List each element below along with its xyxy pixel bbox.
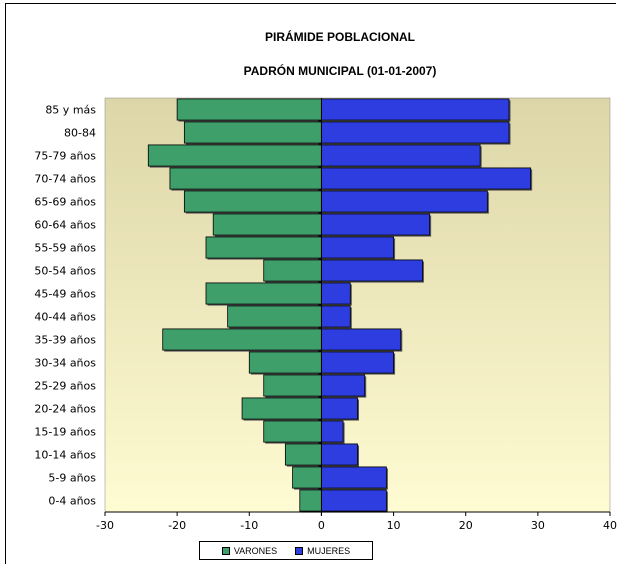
bar-mujeres-2 <box>321 144 481 167</box>
bar-mujeres-13 <box>321 397 358 420</box>
x-tick-label-5: 20 <box>459 519 473 532</box>
category-label-2: 75-79 años <box>34 150 96 163</box>
bar-mujeres-4 <box>321 190 488 213</box>
bar-varones-16 <box>292 466 322 489</box>
bar-varones-11 <box>248 351 322 374</box>
category-label-11: 30-34 años <box>34 357 96 370</box>
bar-varones-15 <box>284 443 322 466</box>
bar-varones-8 <box>205 282 322 305</box>
bar-mujeres-10 <box>321 328 402 351</box>
bar-mujeres-12 <box>321 374 366 397</box>
bar-varones-0 <box>176 98 322 121</box>
category-label-12: 25-29 años <box>34 380 96 393</box>
legend-label-varones: VARONES <box>233 545 278 556</box>
x-tick-label-0: -30 <box>96 519 114 532</box>
category-label-6: 55-59 años <box>34 242 96 255</box>
legend: VARONES MUJERES <box>199 541 373 560</box>
legend-swatch-mujeres <box>295 546 304 555</box>
bar-varones-12 <box>263 374 322 397</box>
bar-mujeres-3 <box>321 167 532 190</box>
bar-mujeres-11 <box>321 351 394 374</box>
bar-varones-2 <box>147 144 322 167</box>
category-label-9: 40-44 años <box>34 311 96 324</box>
legend-label-mujeres: MUJERES <box>307 545 351 556</box>
bar-mujeres-8 <box>321 282 351 305</box>
chart-frame <box>5 3 616 564</box>
category-label-1: 80-84 <box>64 127 96 140</box>
bar-mujeres-17 <box>321 489 387 512</box>
bar-varones-9 <box>227 305 322 328</box>
category-label-5: 60-64 años <box>34 219 96 232</box>
x-tick-label-7: 40 <box>603 519 617 532</box>
bar-varones-13 <box>241 397 322 420</box>
category-label-14: 15-19 años <box>34 426 96 439</box>
category-label-16: 5-9 años <box>48 472 96 485</box>
legend-item-mujeres: MUJERES <box>295 546 350 556</box>
bar-varones-6 <box>205 236 322 259</box>
bar-mujeres-16 <box>321 466 387 489</box>
bar-mujeres-0 <box>321 98 510 121</box>
bar-varones-1 <box>183 121 322 144</box>
category-label-15: 10-14 años <box>34 449 96 462</box>
x-tick-label-3: 0 <box>318 519 325 532</box>
bar-mujeres-1 <box>321 121 510 144</box>
category-label-13: 20-24 años <box>34 403 96 416</box>
bar-varones-7 <box>263 259 322 282</box>
bar-varones-17 <box>299 489 322 512</box>
bar-varones-10 <box>162 328 322 351</box>
category-label-4: 65-69 años <box>34 196 96 209</box>
category-label-3: 70-74 años <box>34 173 96 186</box>
category-label-10: 35-39 años <box>34 334 96 347</box>
x-tick-label-4: 10 <box>387 519 401 532</box>
bar-varones-14 <box>263 420 322 443</box>
legend-swatch-varones <box>221 546 230 555</box>
category-label-7: 50-54 años <box>34 265 96 278</box>
chart-title: PIRÁMIDE POBLACIONAL <box>265 30 415 44</box>
chart-subtitle: PADRÓN MUNICIPAL (01-01-2007) <box>243 64 437 78</box>
x-tick-label-6: 30 <box>531 519 545 532</box>
category-label-0: 85 y más <box>45 104 96 117</box>
bar-mujeres-9 <box>321 305 351 328</box>
bar-varones-4 <box>183 190 322 213</box>
bar-mujeres-5 <box>321 213 431 236</box>
bar-mujeres-7 <box>321 259 423 282</box>
category-label-8: 45-49 años <box>34 288 96 301</box>
bar-varones-3 <box>169 167 322 190</box>
legend-item-varones: VARONES <box>221 545 278 556</box>
x-tick-label-2: -10 <box>240 519 258 532</box>
bar-mujeres-14 <box>321 420 344 443</box>
bar-mujeres-6 <box>321 236 394 259</box>
bar-mujeres-15 <box>321 443 358 466</box>
bar-varones-5 <box>212 213 322 236</box>
x-tick-label-1: -20 <box>168 519 186 532</box>
category-label-17: 0-4 años <box>48 495 96 508</box>
